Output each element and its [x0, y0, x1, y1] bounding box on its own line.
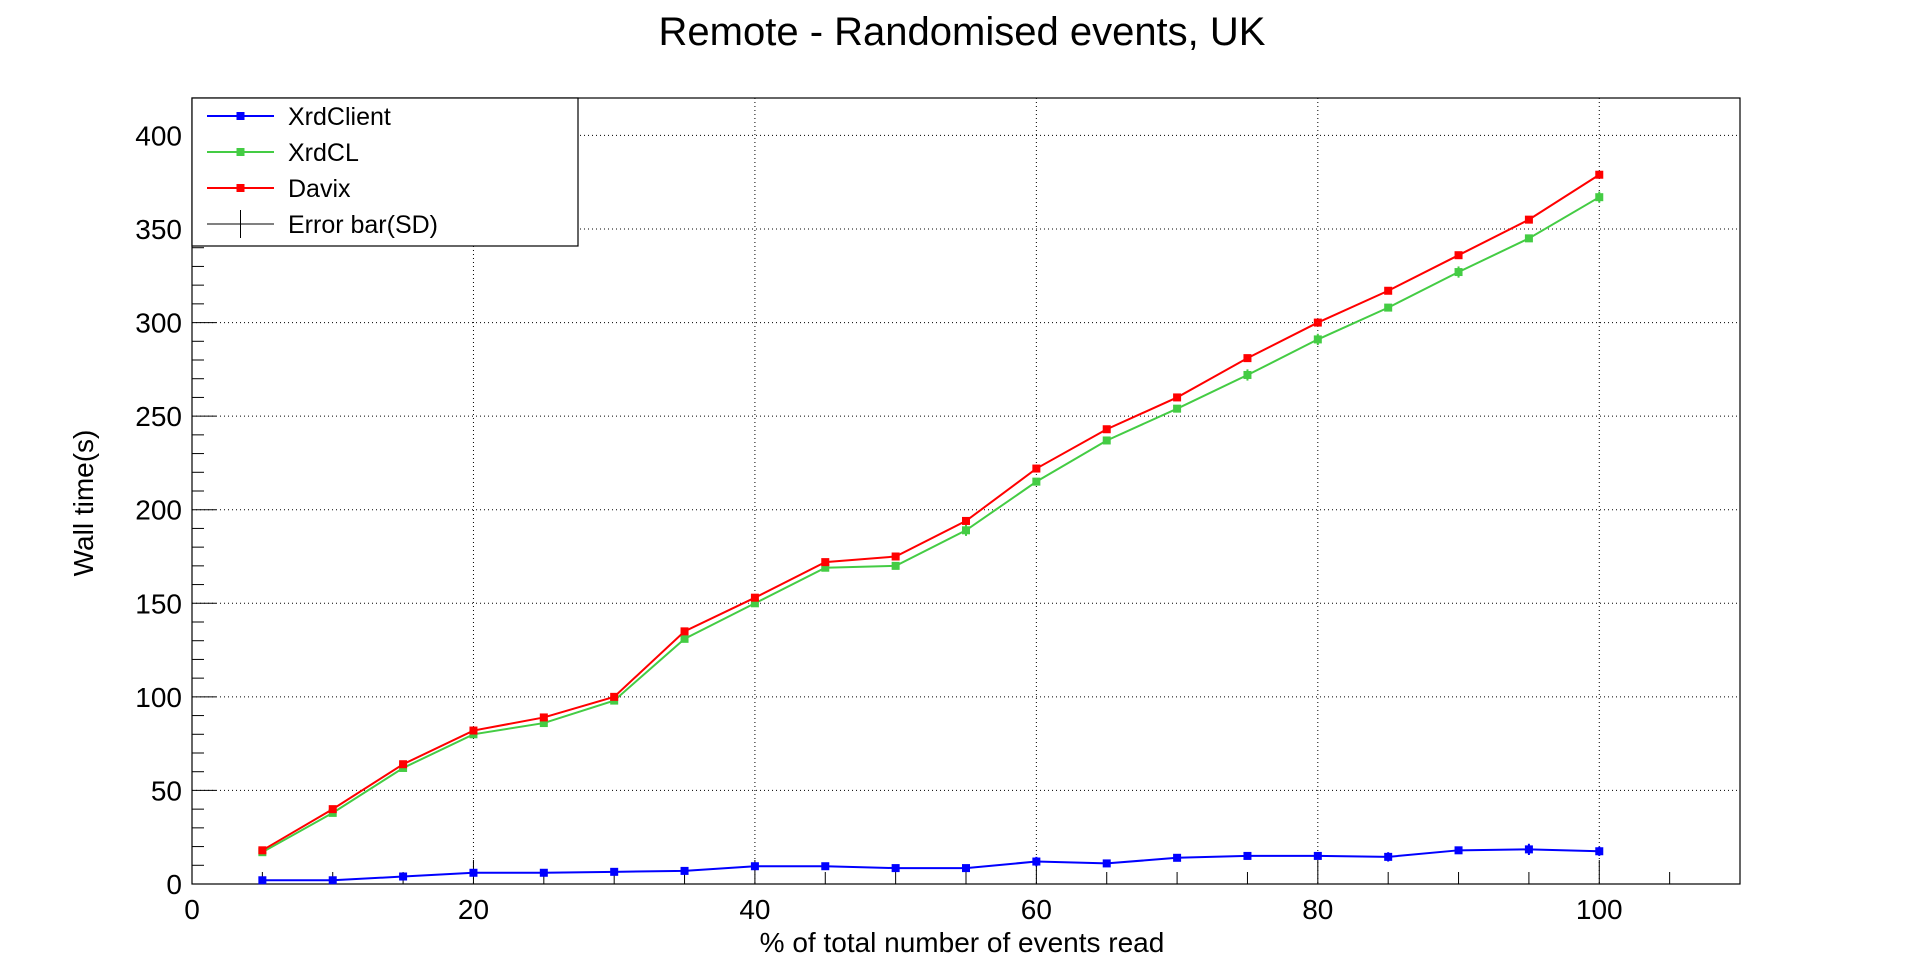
data-point-xrdcl — [962, 526, 970, 535]
legend-marker-xrdclient — [236, 112, 245, 120]
legend-marker-davix — [236, 184, 245, 192]
data-point-davix — [1032, 464, 1041, 473]
data-point-davix — [1454, 251, 1463, 260]
data-point-xrdclient — [610, 867, 619, 876]
data-point-xrdcl — [1384, 303, 1393, 312]
data-point-xrdclient — [1595, 847, 1604, 856]
data-point-xrdclient — [1102, 859, 1111, 868]
data-point-davix — [1313, 318, 1322, 327]
y-axis-label: Wall time(s) — [68, 430, 99, 577]
data-point-davix — [610, 692, 619, 701]
x-tick-label: 40 — [739, 894, 770, 925]
y-tick-label: 100 — [135, 682, 182, 713]
data-point-xrdcl — [680, 634, 689, 643]
data-point-davix — [1173, 393, 1182, 402]
y-tick-label: 150 — [135, 588, 182, 619]
data-point-xrdclient — [891, 864, 900, 873]
data-point-xrdcl — [1595, 193, 1604, 202]
series-xrdclient — [258, 843, 1604, 885]
y-tick-label: 400 — [135, 120, 182, 151]
data-point-davix — [328, 805, 337, 814]
data-point-davix — [680, 627, 689, 636]
data-point-xrdclient — [1032, 857, 1041, 866]
data-point-xrdcl — [1313, 335, 1322, 344]
x-tick-label: 60 — [1021, 894, 1052, 925]
data-point-xrdclient — [1173, 853, 1182, 862]
y-tick-label: 250 — [135, 401, 182, 432]
data-point-davix — [1384, 286, 1393, 295]
data-point-xrdclient — [962, 864, 970, 873]
series-line-davix — [261, 173, 1600, 852]
data-point-xrdcl — [750, 599, 759, 608]
data-point-xrdclient — [399, 872, 408, 881]
y-tick-label: 300 — [135, 308, 182, 339]
data-point-xrdcl — [821, 563, 830, 572]
data-point-xrdclient — [1243, 851, 1252, 860]
data-point-davix — [821, 558, 830, 567]
data-point-xrdclient — [821, 862, 830, 871]
x-tick-label: 20 — [458, 894, 489, 925]
series-davix — [258, 170, 1604, 855]
data-point-xrdcl — [1524, 234, 1533, 243]
data-point-xrdclient — [1454, 846, 1463, 855]
x-axis-label: % of total number of events read — [760, 927, 1165, 958]
data-point-xrdclient — [750, 862, 759, 871]
data-point-xrdclient — [328, 876, 337, 885]
data-point-davix — [1595, 170, 1604, 179]
data-point-xrdclient — [469, 868, 478, 877]
data-point-xrdclient — [258, 876, 267, 885]
y-tick-label: 50 — [151, 775, 182, 806]
data-point-xrdcl — [1454, 268, 1463, 277]
data-point-davix — [962, 516, 970, 525]
legend-label-xrdcl: XrdCL — [288, 139, 359, 167]
data-point-davix — [1102, 425, 1111, 434]
data-point-davix — [750, 593, 759, 602]
data-point-xrdclient — [1524, 845, 1533, 854]
legend-label-error-bar-sd-: Error bar(SD) — [288, 211, 438, 239]
data-point-xrdcl — [1102, 436, 1111, 445]
axes-layer: 0 50 100 150 200 250 300 350 400 0 20 40 60 80 100 — [135, 97, 1741, 925]
data-point-davix — [258, 846, 267, 855]
data-point-xrdclient — [1313, 851, 1322, 860]
series-line-xrdclient — [262, 848, 1600, 882]
grid-layer — [192, 98, 1740, 884]
data-point-davix — [399, 760, 408, 769]
data-point-davix — [469, 726, 478, 735]
series-line-xrdcl — [261, 196, 1600, 854]
data-point-davix — [539, 713, 548, 722]
x-tick-label: 80 — [1302, 894, 1333, 925]
data-point-xrdcl — [539, 719, 548, 728]
y-tick-label: 0 — [166, 869, 182, 900]
x-tick-label: 0 — [184, 894, 200, 925]
chart-title: Remote - Randomised events, UK — [659, 10, 1266, 54]
data-point-xrdcl — [1243, 370, 1252, 379]
legend-marker-xrdcl — [236, 148, 245, 156]
data-point-xrdcl — [1032, 477, 1041, 486]
data-point-xrdcl — [1173, 404, 1182, 413]
y-tick-label: 200 — [135, 495, 182, 526]
data-point-davix — [891, 552, 900, 561]
legend: XrdClient XrdCL Davix Error bar(SD) — [191, 97, 579, 247]
data-point-davix — [1243, 354, 1252, 363]
legend-label-xrdclient: XrdClient — [288, 103, 391, 131]
data-point-xrdclient — [680, 866, 689, 875]
legend-box — [191, 97, 579, 247]
legend-label-davix: Davix — [288, 175, 351, 203]
data-point-davix — [1524, 215, 1533, 224]
data-point-xrdclient — [1384, 852, 1393, 861]
y-tick-label: 350 — [135, 214, 182, 245]
data-point-xrdcl — [891, 561, 900, 570]
data-point-xrdclient — [539, 868, 548, 877]
x-tick-label: 100 — [1576, 894, 1623, 925]
series-layer — [258, 170, 1604, 885]
